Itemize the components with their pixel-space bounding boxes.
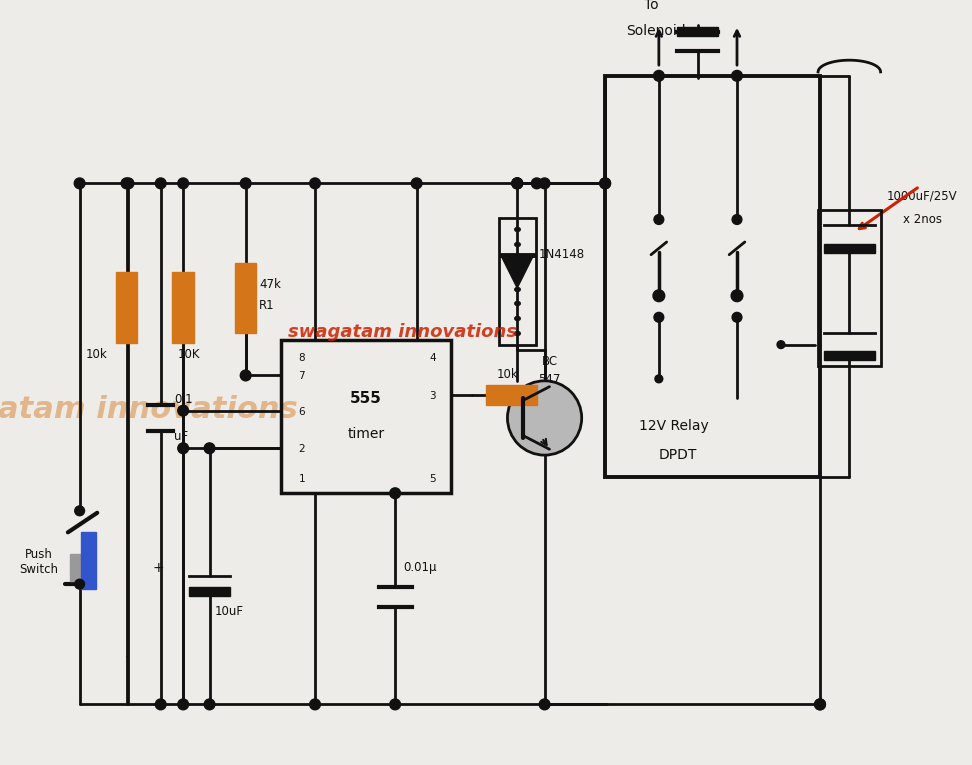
Text: 7: 7 <box>298 371 305 381</box>
Text: 1: 1 <box>298 474 305 483</box>
Circle shape <box>178 405 189 416</box>
Text: 0.01μ: 0.01μ <box>403 562 436 575</box>
Circle shape <box>240 178 251 189</box>
Circle shape <box>75 506 85 516</box>
Bar <box>486 386 537 405</box>
Circle shape <box>815 699 825 710</box>
Text: 1N4148: 1N4148 <box>538 248 585 261</box>
Bar <box>70 554 89 581</box>
Text: timer: timer <box>347 427 384 441</box>
Circle shape <box>731 290 743 301</box>
Circle shape <box>653 290 665 301</box>
Circle shape <box>539 699 550 710</box>
Circle shape <box>123 178 134 189</box>
Text: R1: R1 <box>260 299 275 312</box>
Text: BC: BC <box>541 355 558 368</box>
Circle shape <box>310 178 321 189</box>
Text: 10K: 10K <box>177 348 200 361</box>
Bar <box>172 272 193 343</box>
Text: 47k: 47k <box>260 278 281 291</box>
Circle shape <box>732 312 742 322</box>
Circle shape <box>204 699 215 710</box>
Bar <box>81 532 96 589</box>
Circle shape <box>655 375 663 382</box>
Circle shape <box>411 178 422 189</box>
Text: 555: 555 <box>350 392 382 406</box>
Circle shape <box>732 215 742 224</box>
Bar <box>235 262 257 333</box>
Circle shape <box>512 178 523 189</box>
Polygon shape <box>501 255 534 288</box>
Text: 10uF: 10uF <box>215 605 243 618</box>
Circle shape <box>390 699 400 710</box>
Bar <box>281 340 451 493</box>
Bar <box>499 217 536 345</box>
Text: 12V Relay: 12V Relay <box>640 418 709 433</box>
Text: 5: 5 <box>430 474 435 483</box>
Circle shape <box>156 699 166 710</box>
Bar <box>824 351 875 360</box>
Text: swagatam innovations: swagatam innovations <box>288 323 517 341</box>
Text: 2: 2 <box>298 444 305 454</box>
Circle shape <box>512 178 523 189</box>
Text: 0.1: 0.1 <box>174 393 193 406</box>
Text: 10k: 10k <box>86 348 107 361</box>
Text: Solenoid: Solenoid <box>627 24 686 37</box>
Text: 4: 4 <box>430 353 435 363</box>
Circle shape <box>156 178 166 189</box>
Circle shape <box>600 178 610 189</box>
Circle shape <box>512 178 523 189</box>
Bar <box>606 76 820 477</box>
Text: 547: 547 <box>538 373 561 386</box>
Circle shape <box>178 178 189 189</box>
Circle shape <box>240 370 251 381</box>
Circle shape <box>654 312 664 322</box>
Circle shape <box>204 443 215 454</box>
Bar <box>189 587 230 596</box>
Circle shape <box>507 381 581 455</box>
Text: uF: uF <box>174 430 189 443</box>
Bar <box>116 272 137 343</box>
Bar <box>677 27 718 36</box>
Circle shape <box>122 178 132 189</box>
Text: x 2nos: x 2nos <box>903 213 942 226</box>
Text: 3: 3 <box>430 391 435 401</box>
Circle shape <box>732 70 743 81</box>
Text: 8: 8 <box>298 353 305 363</box>
Circle shape <box>75 579 85 589</box>
Bar <box>818 210 881 366</box>
Text: To: To <box>644 0 659 12</box>
Circle shape <box>539 178 550 189</box>
Circle shape <box>654 215 664 224</box>
Text: 10k: 10k <box>497 369 518 382</box>
Text: 6: 6 <box>298 406 305 416</box>
Text: atam innovations: atam innovations <box>0 395 297 424</box>
Circle shape <box>390 488 400 499</box>
Circle shape <box>653 70 664 81</box>
Circle shape <box>74 178 85 189</box>
Circle shape <box>178 699 189 710</box>
Circle shape <box>532 178 542 189</box>
Text: 1000uF/25V: 1000uF/25V <box>886 190 957 203</box>
Text: Push
Switch: Push Switch <box>19 548 58 576</box>
Text: +: + <box>153 562 164 575</box>
Circle shape <box>178 443 189 454</box>
Circle shape <box>600 178 610 189</box>
Circle shape <box>310 699 321 710</box>
Text: DPDT: DPDT <box>659 448 697 462</box>
Bar <box>824 244 875 252</box>
Circle shape <box>815 699 825 710</box>
Circle shape <box>777 340 784 349</box>
